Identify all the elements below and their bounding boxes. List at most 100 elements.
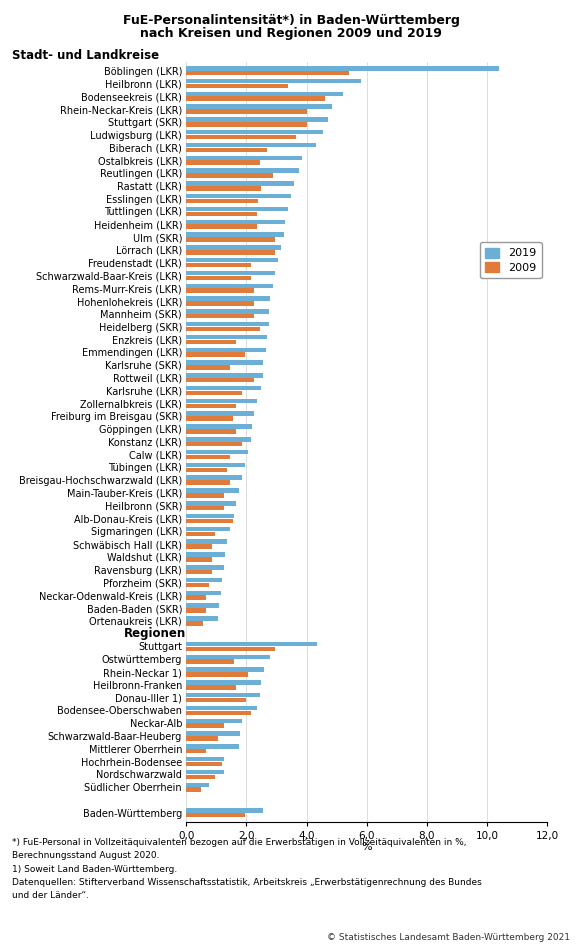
Text: 1) Soweit Land Baden-Württemberg.: 1) Soweit Land Baden-Württemberg. xyxy=(12,864,177,873)
Bar xyxy=(186,706,257,711)
Bar xyxy=(186,808,263,812)
Bar xyxy=(186,416,233,421)
Bar xyxy=(186,207,289,211)
Bar xyxy=(186,519,233,523)
Bar xyxy=(186,276,251,280)
Bar xyxy=(186,774,215,779)
Bar xyxy=(186,348,266,352)
Bar xyxy=(186,596,206,600)
Bar xyxy=(186,378,254,383)
Bar xyxy=(186,450,248,454)
Text: *) FuE-Personal in Vollzeitäquivalenten bezogen auf die Erwerbstätigen in Vollze: *) FuE-Personal in Vollzeitäquivalenten … xyxy=(12,838,466,846)
Text: nach Kreisen und Regionen 2009 und 2019: nach Kreisen und Regionen 2009 und 2019 xyxy=(140,27,442,40)
Bar xyxy=(186,642,317,646)
Bar xyxy=(186,617,218,620)
Bar xyxy=(186,404,236,408)
Bar xyxy=(186,425,253,428)
Bar xyxy=(186,526,230,531)
Bar xyxy=(186,104,332,109)
Bar xyxy=(186,591,221,595)
Bar xyxy=(186,718,242,723)
Bar xyxy=(186,296,271,301)
Bar xyxy=(186,673,248,676)
Text: Datenquellen: Stifterverband Wissenschaftsstatistik, Arbeitskreis „Erwerbstätige: Datenquellen: Stifterverband Wissenschaf… xyxy=(12,878,481,886)
Bar xyxy=(186,168,299,173)
Bar xyxy=(186,79,361,84)
Bar xyxy=(186,655,271,659)
Bar xyxy=(186,156,302,161)
Text: Berechnungsstand August 2020.: Berechnungsstand August 2020. xyxy=(12,851,159,860)
Bar xyxy=(186,621,203,625)
Bar xyxy=(186,501,236,505)
Bar xyxy=(186,698,246,702)
Bar xyxy=(186,352,245,357)
Bar xyxy=(186,142,315,147)
Bar xyxy=(186,481,230,484)
Bar xyxy=(186,123,307,126)
Bar xyxy=(186,744,239,749)
Bar xyxy=(186,693,260,697)
Bar xyxy=(186,442,242,446)
Bar xyxy=(186,365,230,370)
Bar xyxy=(186,788,201,792)
Bar xyxy=(186,212,257,216)
Bar xyxy=(186,258,278,262)
Bar xyxy=(186,334,267,339)
Bar xyxy=(186,219,285,224)
Bar xyxy=(186,186,261,191)
Bar xyxy=(186,531,215,536)
Text: und der Länder“.: und der Länder“. xyxy=(12,891,88,900)
Bar xyxy=(186,181,294,185)
Bar xyxy=(186,386,261,390)
Bar xyxy=(186,685,236,690)
Bar xyxy=(186,565,224,569)
Bar xyxy=(186,544,212,549)
Bar xyxy=(186,199,258,203)
Bar xyxy=(186,314,254,318)
Bar xyxy=(186,540,227,544)
Bar xyxy=(186,783,209,787)
Legend: 2019, 2009: 2019, 2009 xyxy=(480,242,541,278)
Bar xyxy=(186,506,224,510)
Bar xyxy=(186,84,289,88)
Bar xyxy=(186,301,254,306)
Bar xyxy=(186,339,236,344)
Bar xyxy=(186,71,349,75)
Bar xyxy=(186,309,269,314)
Text: © Statistisches Landesamt Baden-Württemberg 2021: © Statistisches Landesamt Baden-Württemb… xyxy=(327,934,570,942)
Bar xyxy=(186,238,275,241)
Bar xyxy=(186,455,230,459)
Bar xyxy=(186,770,224,774)
Bar xyxy=(186,762,222,767)
Bar xyxy=(186,109,307,114)
Bar xyxy=(186,147,267,152)
Bar xyxy=(186,360,263,365)
Bar xyxy=(186,289,254,293)
Bar xyxy=(186,327,260,332)
Bar xyxy=(186,117,328,122)
Bar xyxy=(186,475,242,480)
Bar xyxy=(186,467,227,472)
Text: Stadt- und Landkreise: Stadt- und Landkreise xyxy=(12,48,159,62)
Bar xyxy=(186,603,219,608)
Text: FuE-Personalintensität*) in Baden-Württemberg: FuE-Personalintensität*) in Baden-Württe… xyxy=(123,14,459,28)
Bar xyxy=(186,91,343,96)
Bar xyxy=(186,390,242,395)
Bar xyxy=(186,493,224,498)
Bar xyxy=(186,514,235,519)
Bar xyxy=(186,429,236,433)
Bar xyxy=(186,399,257,403)
Bar xyxy=(186,463,245,467)
Bar xyxy=(186,736,218,741)
Bar xyxy=(186,680,261,685)
Bar xyxy=(186,283,274,288)
Bar xyxy=(186,647,275,651)
Bar xyxy=(186,233,284,237)
Bar xyxy=(186,711,251,715)
Bar xyxy=(186,194,292,199)
Bar xyxy=(186,582,209,587)
Bar xyxy=(186,97,325,101)
Bar xyxy=(186,135,296,140)
Bar xyxy=(186,173,274,178)
Bar xyxy=(186,373,263,377)
